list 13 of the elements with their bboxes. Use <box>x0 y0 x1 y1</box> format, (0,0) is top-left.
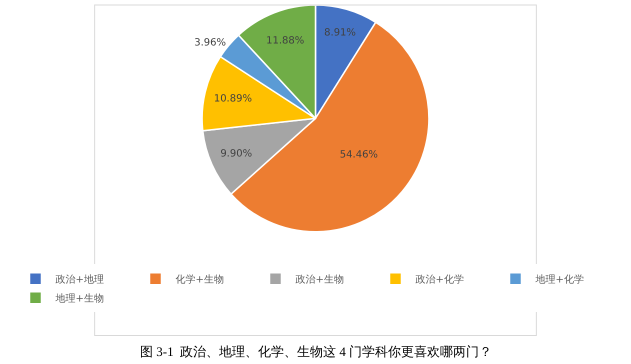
data-label: 10.89% <box>214 93 252 104</box>
legend-label: 政治+生物 <box>296 274 344 286</box>
legend-label: 地理+生物 <box>54 292 104 305</box>
data-label: 11.88% <box>266 36 304 47</box>
legend-label: 地理+化学 <box>534 274 584 286</box>
data-label: 54.46% <box>340 149 378 160</box>
legend-label: 政治+地理 <box>56 274 104 286</box>
data-label: 8.91% <box>324 28 356 39</box>
data-label: 9.90% <box>220 148 252 160</box>
data-label: 3.96% <box>194 38 226 49</box>
legend-label: 化学+生物 <box>176 274 224 286</box>
caption: 图 3-1 政治、地理、化学、生物这 4 门学科你更喜欢哪两门？ <box>140 344 492 359</box>
legend-label: 政治+化学 <box>416 274 464 286</box>
